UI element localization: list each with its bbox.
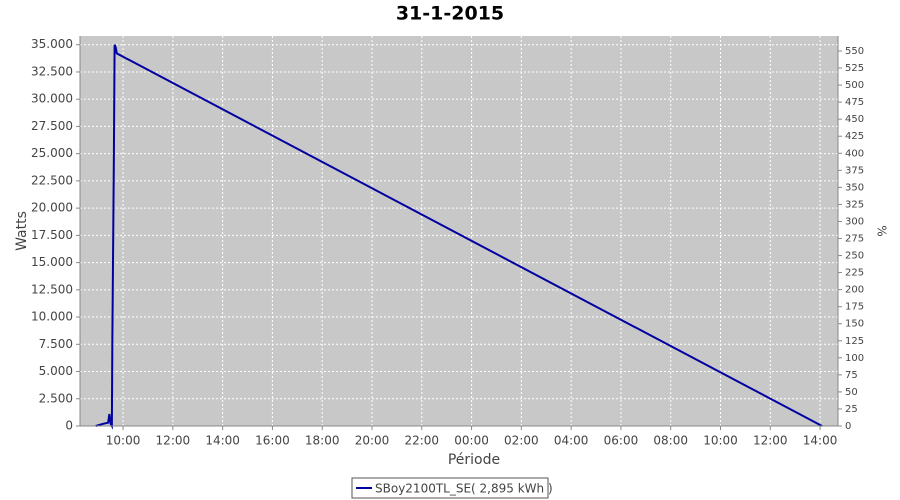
x-tick-label: 12:00 [753, 434, 788, 448]
x-tick-label: 14:00 [205, 434, 240, 448]
y-tick-label: 10.000 [31, 310, 73, 324]
y2-tick-label: 325 [845, 199, 864, 210]
y-tick-label: 30.000 [31, 92, 73, 106]
y-tick-label: 15.000 [31, 255, 73, 269]
y2-tick-label: 100 [845, 353, 864, 364]
y2-tick-label: 50 [845, 387, 858, 398]
x-tick-label: 12:00 [156, 434, 191, 448]
x-tick-label: 16:00 [255, 434, 290, 448]
legend [351, 477, 549, 499]
y-tick-label: 5.000 [39, 364, 73, 378]
x-tick-label: 04:00 [554, 434, 589, 448]
y2-tick-label: 225 [845, 268, 864, 279]
y2-tick-label: 425 [845, 131, 864, 142]
series-line [95, 44, 823, 430]
y2-tick-label: 0 [845, 421, 851, 432]
x-tick-label: 06:00 [604, 434, 639, 448]
y2-tick-label: 375 [845, 165, 864, 176]
y2-tick-label: 450 [845, 114, 864, 125]
y2-tick-label: 75 [845, 370, 858, 381]
y2-tick-label: 25 [845, 404, 858, 415]
y2-tick-label: 275 [845, 234, 864, 245]
x-tick-label: 18:00 [305, 434, 340, 448]
y-tick-label: 27.500 [31, 119, 73, 133]
x-tick-label: 22:00 [404, 434, 439, 448]
y-tick-label: 0 [65, 419, 73, 433]
y-tick-label: 32.500 [31, 64, 73, 78]
x-tick-label: 10:00 [106, 434, 141, 448]
x-tick-label: 14:00 [803, 434, 838, 448]
x-tick-label: 02:00 [504, 434, 539, 448]
y2-tick-label: 400 [845, 148, 864, 159]
y-tick-label: 25.000 [31, 146, 73, 160]
x-axis-label: Période [448, 452, 500, 468]
y2-tick-label: 250 [845, 251, 864, 262]
y-axis-label: Watts [14, 211, 30, 251]
x-tick-label: 08:00 [653, 434, 688, 448]
y-tick-label: 22.500 [31, 173, 73, 187]
y2-tick-label: 125 [845, 336, 864, 347]
y-tick-label: 20.000 [31, 201, 73, 215]
y2-tick-label: 150 [845, 319, 864, 330]
y2-tick-label: 550 [845, 46, 864, 57]
y2-tick-label: 500 [845, 80, 864, 91]
y-tick-label: 35.000 [31, 37, 73, 51]
x-tick-label: 20:00 [355, 434, 390, 448]
y2-tick-label: 175 [845, 302, 864, 313]
x-tick-label: 10:00 [703, 434, 738, 448]
y2-tick-label: 525 [845, 63, 864, 74]
legend-label: SBoy2100TL_SE( 2,895 kWh ) [375, 482, 553, 496]
y2-tick-label: 200 [845, 285, 864, 296]
x-tick-label: 00:00 [454, 434, 489, 448]
y2-axis-label: % [875, 225, 889, 236]
y-tick-label: 2.500 [39, 391, 73, 405]
chart-title: 31-1-2015 [396, 3, 504, 25]
y2-tick-label: 475 [845, 97, 864, 108]
y-tick-label: 17.500 [31, 228, 73, 242]
y2-tick-label: 350 [845, 182, 864, 193]
y-tick-label: 7.500 [39, 337, 73, 351]
y2-tick-label: 300 [845, 216, 864, 227]
y-tick-label: 12.500 [31, 282, 73, 296]
